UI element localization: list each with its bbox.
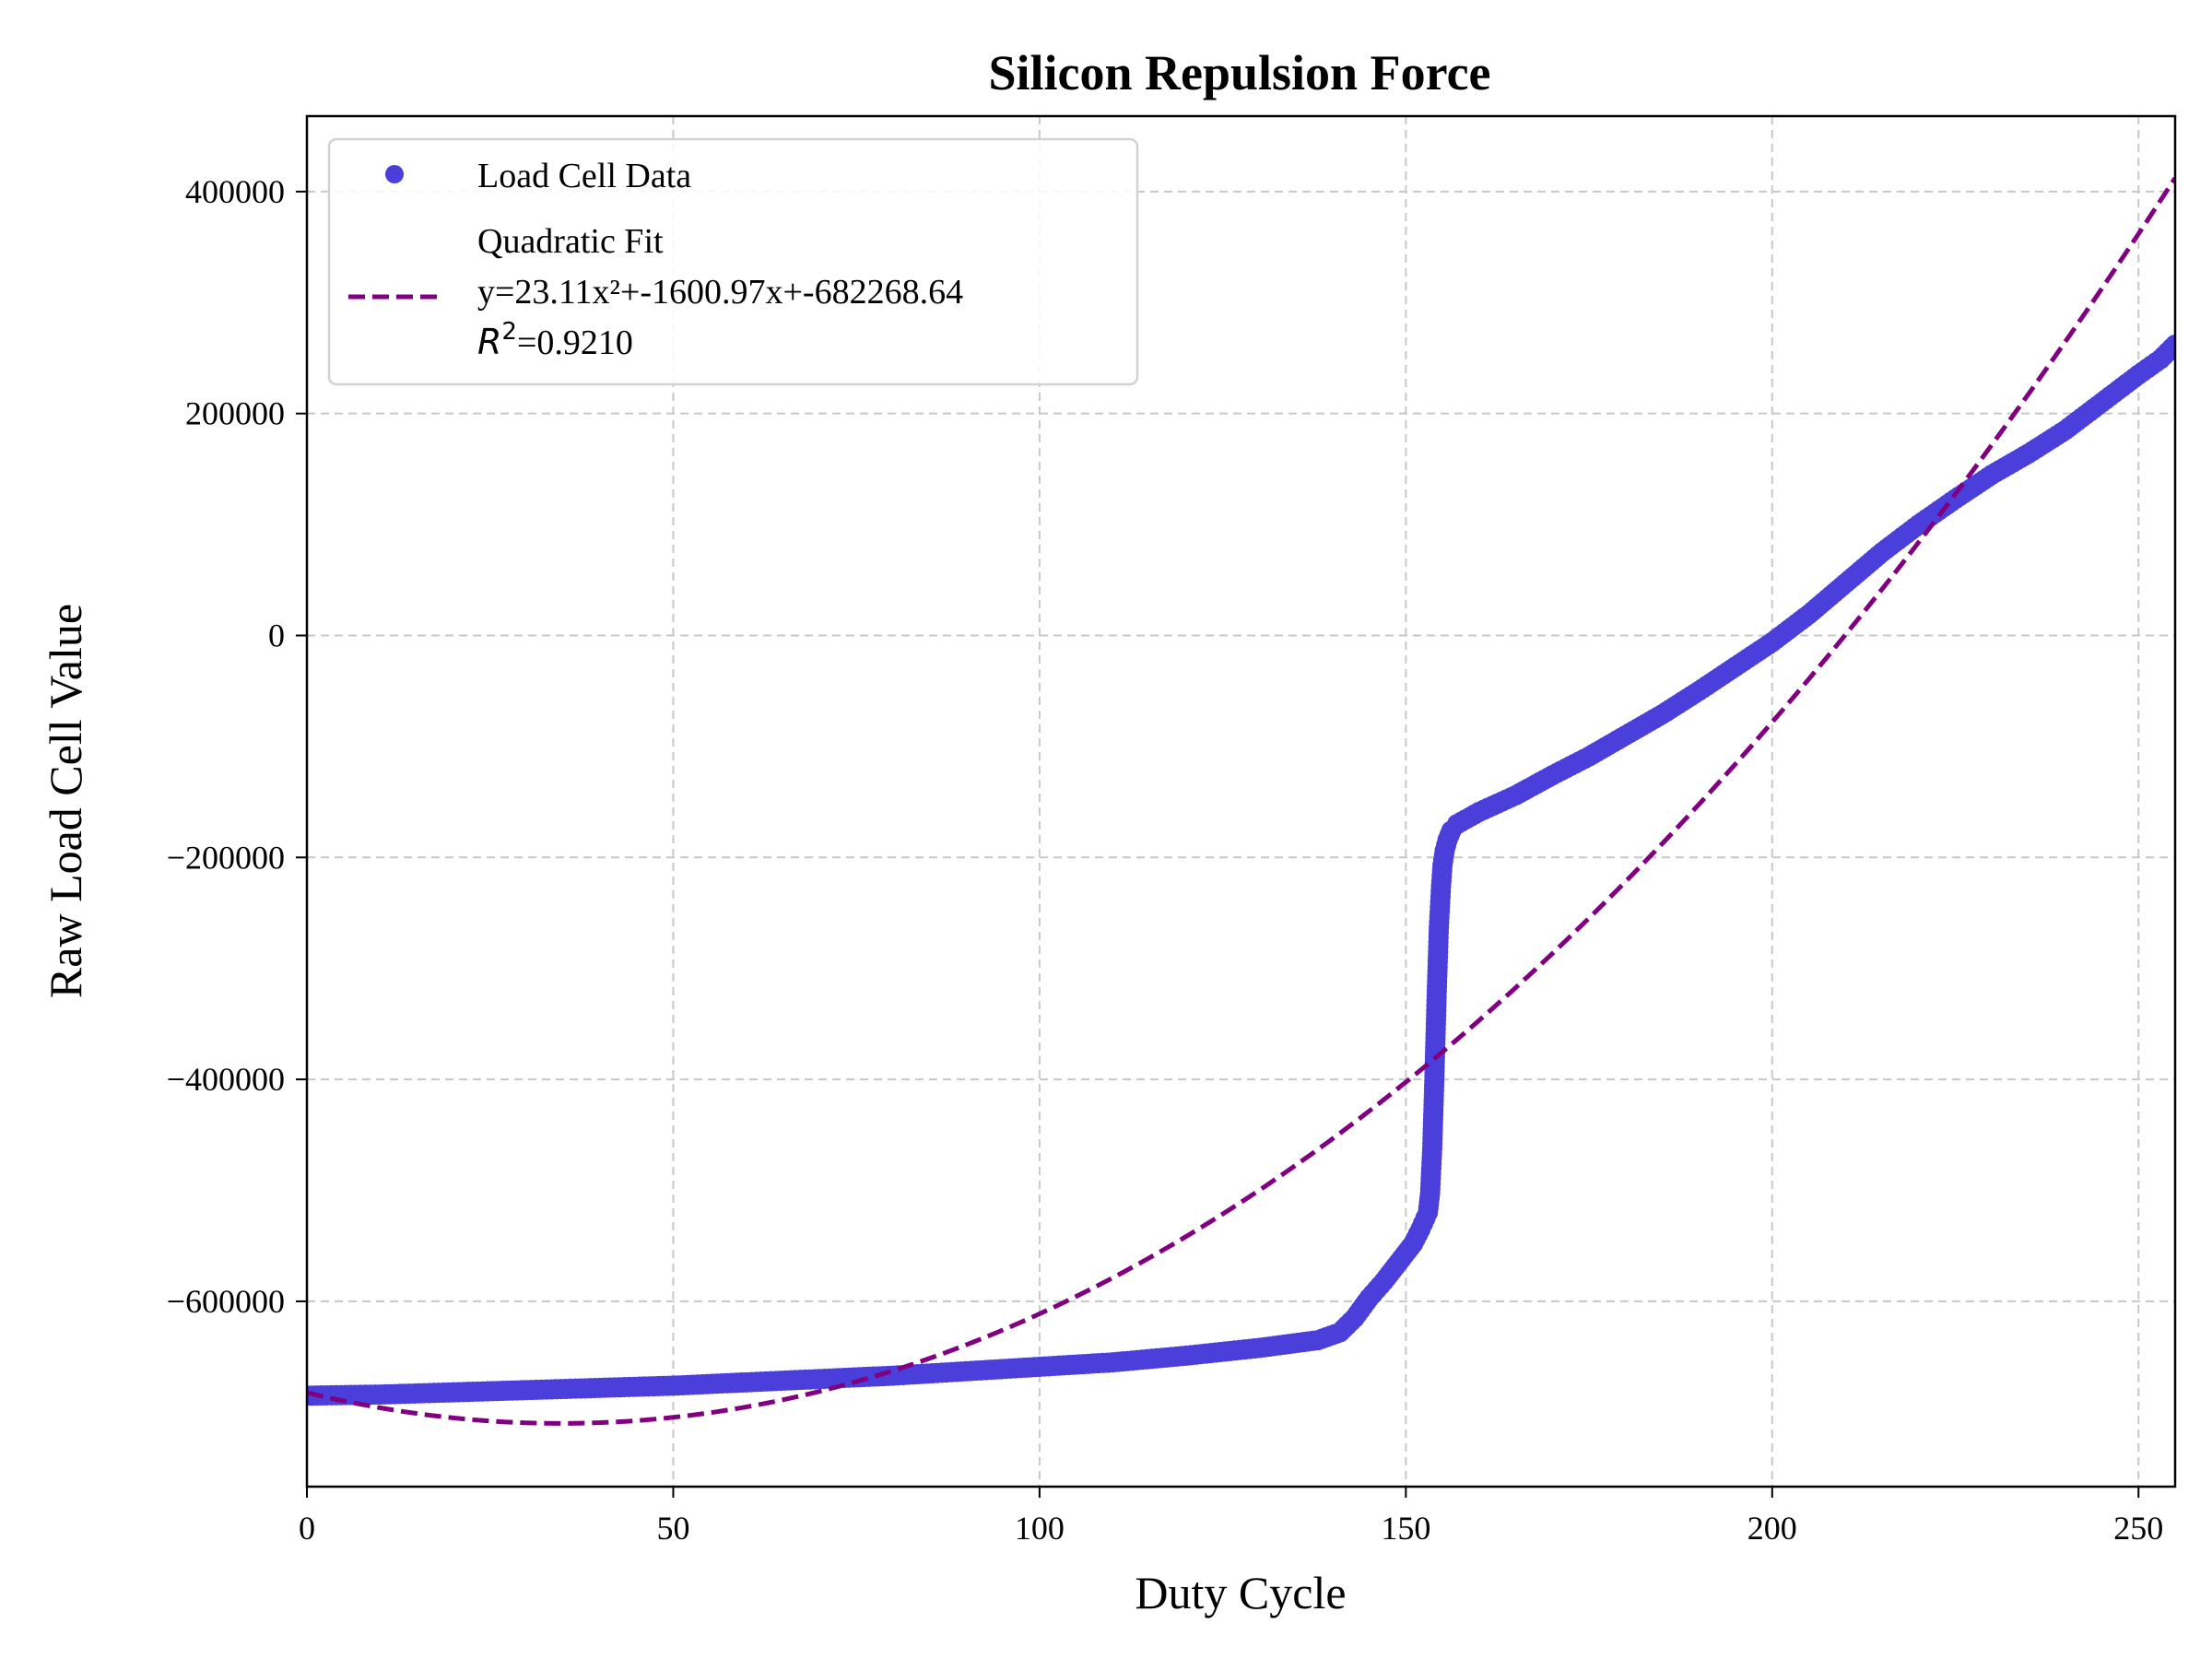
r2-value: =0.9210 — [517, 324, 633, 362]
y-tick-label: −200000 — [167, 839, 285, 876]
x-tick-label: 150 — [1381, 1510, 1430, 1547]
legend-marker-load-cell — [385, 165, 404, 183]
legend-label-quadratic-fit: Quadratic Fit — [477, 222, 664, 261]
r2-symbol: R — [477, 322, 501, 362]
legend: Load Cell Data Quadratic Fit y=23.11x²+-… — [327, 137, 1139, 386]
plot-frame — [305, 114, 2177, 1488]
y-tick-label: 400000 — [185, 173, 285, 210]
r2-superscript: 2 — [501, 318, 517, 346]
y-tick-label: −600000 — [167, 1283, 285, 1320]
data-point — [2165, 335, 2175, 356]
x-axis-label: Duty Cycle — [1135, 1567, 1346, 1618]
x-tick-label: 200 — [1747, 1510, 1797, 1547]
chart-title: Silicon Repulsion Force — [988, 45, 1490, 100]
legend-box — [327, 137, 1139, 386]
y-tick-label: 0 — [268, 617, 285, 653]
y-axis-label: Raw Load Cell Value — [40, 604, 91, 998]
y-tick-label: −400000 — [167, 1061, 285, 1098]
legend-fit-equation: y=23.11x²+-1600.97x+-682268.64 — [477, 273, 963, 312]
x-tick-label: 50 — [656, 1510, 689, 1547]
legend-r-squared: R2=0.9210 — [477, 318, 633, 362]
fit-line — [307, 176, 2175, 1426]
grid — [306, 116, 2175, 1487]
x-tick-label: 250 — [2113, 1510, 2163, 1547]
y-tick-label: 200000 — [185, 395, 285, 432]
x-tick-label: 0 — [299, 1510, 315, 1547]
data-points — [307, 335, 2175, 1406]
fit-layer — [307, 176, 2175, 1426]
x-tick-label: 100 — [1015, 1510, 1065, 1547]
legend-label-load-cell: Load Cell Data — [477, 157, 691, 195]
axis-ticks: 0 50 100 150 200 250 −600000 −400000 −200000 0 200… — [167, 173, 2164, 1547]
